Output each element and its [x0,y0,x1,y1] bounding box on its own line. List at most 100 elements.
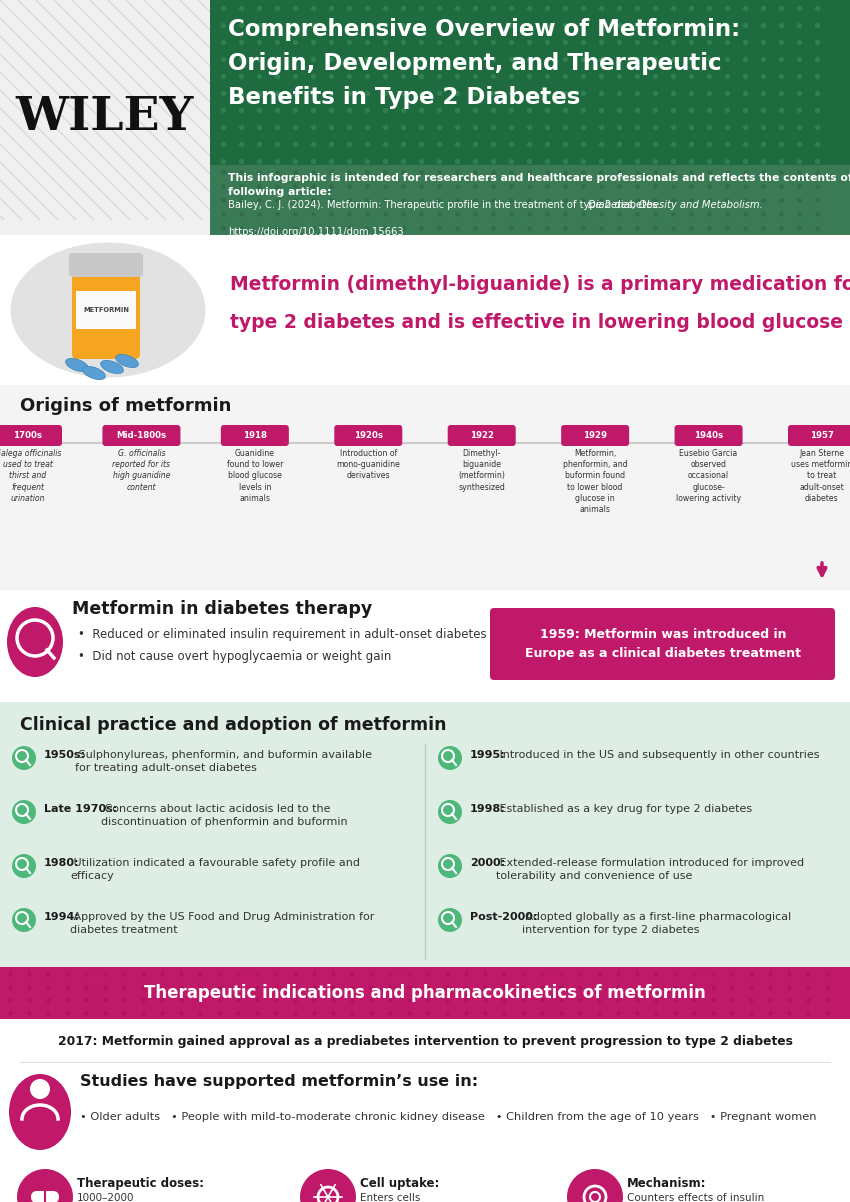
Text: Sulphonylureas, phenformin, and buformin available
for treating adult-onset diab: Sulphonylureas, phenformin, and buformin… [75,750,372,773]
Polygon shape [590,444,600,446]
Text: Guanidine
found to lower
blood glucose
levels in
animals: Guanidine found to lower blood glucose l… [227,450,283,502]
FancyBboxPatch shape [0,385,850,590]
FancyBboxPatch shape [0,1159,850,1202]
Text: Extended-release formulation introduced for improved
tolerability and convenienc: Extended-release formulation introduced … [496,858,804,881]
Ellipse shape [10,243,206,377]
Circle shape [438,853,462,877]
FancyBboxPatch shape [210,165,850,236]
Circle shape [12,908,36,932]
Text: 1700s: 1700s [14,430,42,440]
Ellipse shape [17,1170,73,1202]
Text: Enters cells
via organic cation
transporters and the
plasma membrane
monoamine t: Enters cells via organic cation transpor… [360,1194,484,1202]
FancyBboxPatch shape [210,0,850,165]
Text: https://doi.org/10.1111/dom.15663: https://doi.org/10.1111/dom.15663 [228,213,404,237]
Polygon shape [23,444,33,446]
FancyBboxPatch shape [221,426,289,446]
Circle shape [12,853,36,877]
Text: 1995:: 1995: [470,750,506,760]
Circle shape [12,801,36,825]
Text: Galega officinalis
used to treat
thirst and
frequent
urination: Galega officinalis used to treat thirst … [0,450,61,502]
Text: Eusebio Garcia
observed
occasional
glucose-
lowering activity: Eusebio Garcia observed occasional gluco… [676,450,741,502]
FancyBboxPatch shape [0,966,850,1019]
Text: • Older adults   • People with mild-to-moderate chronic kidney disease   • Child: • Older adults • People with mild-to-mod… [80,1112,817,1121]
Text: Established as a key drug for type 2 diabetes: Established as a key drug for type 2 dia… [496,804,752,814]
Text: Introduction of
mono-guanidine
derivatives: Introduction of mono-guanidine derivativ… [337,450,400,481]
Text: type 2 diabetes and is effective in lowering blood glucose: type 2 diabetes and is effective in lowe… [230,313,843,332]
Text: WILEY: WILEY [16,95,194,141]
FancyBboxPatch shape [448,426,516,446]
Polygon shape [250,444,260,446]
Text: 1980:: 1980: [44,858,80,868]
FancyBboxPatch shape [0,702,850,966]
Text: Metformin in diabetes therapy: Metformin in diabetes therapy [72,600,372,618]
FancyBboxPatch shape [0,426,62,446]
Text: Jean Sterne
uses metformin
to treat
adult-onset
diabetes: Jean Sterne uses metformin to treat adul… [791,450,850,502]
Text: Diabetes, Obesity and Metabolism.: Diabetes, Obesity and Metabolism. [588,200,762,210]
Text: 1920s: 1920s [354,430,382,440]
Text: Origins of metformin: Origins of metformin [20,397,231,415]
Text: •  Did not cause overt hypoglycaemia or weight gain: • Did not cause overt hypoglycaemia or w… [78,650,391,664]
Text: Late 1970s:: Late 1970s: [44,804,117,814]
Text: Concerns about lactic acidosis led to the
discontinuation of phenformin and bufo: Concerns about lactic acidosis led to th… [101,804,348,827]
Text: Counters effects of insulin
resistance via effects on mitochondrial
function, ad: Counters effects of insulin resistance v… [627,1194,850,1202]
FancyBboxPatch shape [0,1064,850,1159]
Text: Therapeutic doses:: Therapeutic doses: [77,1177,204,1190]
FancyBboxPatch shape [0,1019,850,1064]
Circle shape [438,746,462,770]
FancyBboxPatch shape [103,426,180,446]
Text: Adopted globally as a first-line pharmacological
intervention for type 2 diabete: Adopted globally as a first-line pharmac… [522,912,791,935]
Ellipse shape [300,1170,356,1202]
Text: 1994:: 1994: [44,912,80,922]
Circle shape [12,746,36,770]
Circle shape [438,908,462,932]
Text: Comprehensive Overview of Metformin:: Comprehensive Overview of Metformin: [228,18,740,41]
Text: Origin, Development, and Therapeutic: Origin, Development, and Therapeutic [228,52,722,75]
Text: 1998:: 1998: [470,804,506,814]
Ellipse shape [82,367,105,380]
Text: Studies have supported metformin’s use in:: Studies have supported metformin’s use i… [80,1075,478,1089]
Text: 1929: 1929 [583,430,607,440]
Ellipse shape [9,1075,71,1150]
Text: Utilization indicated a favourable safety profile and
efficacy: Utilization indicated a favourable safet… [70,858,360,881]
FancyBboxPatch shape [76,291,136,329]
Text: 1922: 1922 [470,430,494,440]
Ellipse shape [7,607,63,677]
FancyBboxPatch shape [675,426,743,446]
Text: Clinical practice and adoption of metformin: Clinical practice and adoption of metfor… [20,716,446,734]
Text: 1950s:: 1950s: [44,750,86,760]
FancyBboxPatch shape [0,236,850,385]
Text: 1940s: 1940s [694,430,723,440]
Text: Metformin,
phenformin, and
buformin found
to lower blood
glucose in
animals: Metformin, phenformin, and buformin foun… [563,450,627,514]
Ellipse shape [116,355,139,368]
Ellipse shape [100,361,123,374]
FancyBboxPatch shape [561,426,629,446]
Text: 2017: Metformin gained approval as a prediabetes intervention to prevent progres: 2017: Metformin gained approval as a pre… [58,1035,792,1047]
Text: Mechanism:: Mechanism: [627,1177,706,1190]
FancyBboxPatch shape [0,590,850,702]
Text: 2000:: 2000: [470,858,505,868]
Text: •  Reduced or eliminated insulin requirement in adult-onset diabetes: • Reduced or eliminated insulin requirem… [78,627,486,641]
FancyBboxPatch shape [334,426,402,446]
Text: G. officinalis
reported for its
high guanidine
content: G. officinalis reported for its high gua… [112,450,171,492]
Polygon shape [137,444,146,446]
Circle shape [438,801,462,825]
Circle shape [30,1079,50,1099]
FancyBboxPatch shape [490,608,835,680]
Text: 1918: 1918 [243,430,267,440]
Text: Post-2000:: Post-2000: [470,912,537,922]
Text: Benefits in Type 2 Diabetes: Benefits in Type 2 Diabetes [228,87,581,109]
FancyBboxPatch shape [72,270,140,359]
FancyBboxPatch shape [788,426,850,446]
FancyBboxPatch shape [69,252,143,276]
Text: Therapeutic indications and pharmacokinetics of metformin: Therapeutic indications and pharmacokine… [144,984,705,1002]
FancyBboxPatch shape [31,1191,59,1202]
Text: Mid-1800s: Mid-1800s [116,430,167,440]
Text: Bailey, C. J. (2024). Metformin: Therapeutic profile in the treatment of type 2 : Bailey, C. J. (2024). Metformin: Therape… [228,200,664,210]
Ellipse shape [65,358,88,371]
Text: 1957: 1957 [810,430,834,440]
Polygon shape [363,444,373,446]
Text: Dimethyl-
biguanide
(metformin)
synthesized: Dimethyl- biguanide (metformin) synthesi… [458,450,505,492]
Polygon shape [704,444,713,446]
Polygon shape [477,444,487,446]
Text: Cell uptake:: Cell uptake: [360,1177,439,1190]
